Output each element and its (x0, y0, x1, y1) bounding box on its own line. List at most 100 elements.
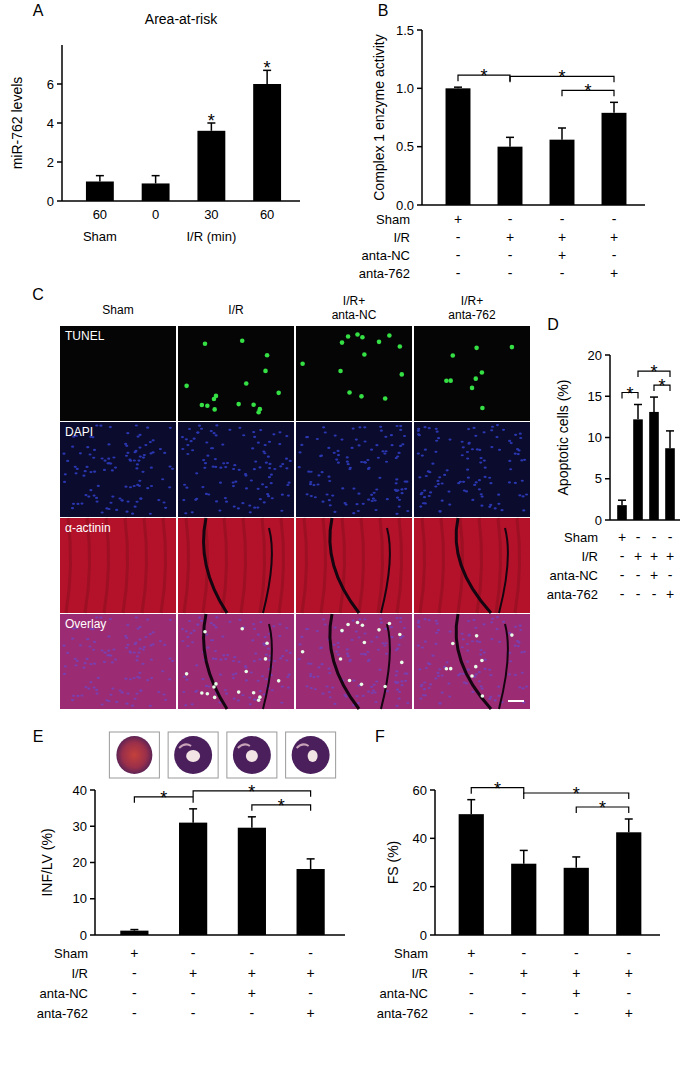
nucleus (459, 673, 462, 675)
nucleus (271, 689, 274, 691)
image-panel (60, 326, 530, 709)
heart-lumen (308, 750, 318, 762)
nucleus (370, 449, 373, 451)
nucleus (395, 705, 398, 707)
figure: AArea-at-riskmiR-762 levels02466003060Sh… (0, 0, 685, 1067)
nucleus (238, 469, 241, 471)
nucleus (306, 436, 309, 438)
nucleus (461, 441, 464, 443)
nucleus (129, 652, 132, 654)
condition-sign: + (307, 1005, 315, 1021)
nucleus (233, 697, 236, 699)
condition-sign: + (572, 965, 580, 981)
nucleus (312, 676, 315, 678)
nucleus (219, 659, 222, 661)
nucleus (251, 639, 254, 641)
significance-star: * (208, 111, 215, 131)
fiber (496, 518, 501, 613)
micrograph-bg (178, 326, 294, 421)
nucleus (215, 616, 218, 618)
nucleus (288, 482, 291, 484)
tunel-positive (237, 690, 241, 694)
nucleus (251, 447, 254, 449)
condition-sign: + (467, 945, 475, 961)
nucleus (233, 505, 236, 507)
nucleus (142, 648, 145, 650)
tunel-positive (347, 390, 352, 395)
nucleus (327, 668, 330, 670)
nucleus (508, 481, 511, 483)
nucleus (316, 483, 319, 485)
nucleus (210, 430, 213, 432)
nucleus (253, 436, 256, 438)
column-label: anta-NC (332, 308, 377, 322)
tunel-positive (363, 641, 367, 645)
nucleus (370, 641, 373, 643)
fiber (321, 518, 326, 613)
micrograph (178, 422, 294, 517)
nucleus (150, 485, 153, 487)
nucleus (134, 506, 137, 508)
nucleus (521, 672, 524, 674)
tunel-positive (212, 407, 217, 412)
nucleus (101, 457, 104, 459)
fiber (515, 518, 520, 613)
nucleus (447, 490, 450, 492)
nucleus (138, 447, 141, 449)
nucleus (138, 677, 141, 679)
nucleus (298, 451, 301, 453)
nucleus (518, 494, 521, 496)
scale-bar (319, 772, 331, 774)
heart-infarct (297, 744, 309, 748)
nucleus (395, 478, 398, 480)
nucleus (478, 680, 481, 682)
nucleus (254, 653, 257, 655)
bar (253, 84, 281, 201)
nucleus (221, 636, 224, 638)
nucleus (264, 636, 267, 638)
condition-sign: - (308, 985, 313, 1001)
nucleus (417, 620, 420, 622)
nucleus (314, 688, 317, 690)
nucleus (109, 502, 112, 504)
tunel-positive (264, 657, 268, 661)
nucleus (171, 468, 174, 470)
nucleus (490, 621, 493, 623)
nucleus (76, 660, 79, 662)
nucleus (111, 469, 114, 471)
nucleus (448, 504, 451, 506)
nucleus (137, 651, 140, 653)
nucleus (335, 650, 338, 652)
nucleus (112, 648, 115, 650)
nucleus (218, 509, 221, 511)
nucleus (266, 493, 269, 495)
nucleus (228, 621, 231, 623)
nucleus (333, 511, 336, 513)
error-bar (454, 87, 462, 88)
micrograph (60, 614, 176, 709)
tunel-positive (346, 623, 350, 627)
nucleus (136, 436, 139, 438)
nucleus (201, 678, 204, 680)
tunel-positive (445, 667, 449, 671)
nucleus (233, 656, 236, 658)
nucleus (498, 641, 501, 643)
nucleus (97, 677, 100, 679)
nucleus (495, 628, 498, 630)
condition-label: I/R (411, 966, 428, 981)
heart-lumen (186, 750, 200, 762)
nucleus (429, 491, 432, 493)
nucleus (186, 636, 189, 638)
nucleus (210, 639, 213, 641)
nucleus (443, 474, 446, 476)
bar (142, 183, 170, 201)
nucleus (252, 431, 255, 433)
nucleus (401, 635, 404, 637)
nucleus (161, 670, 164, 672)
nucleus (93, 663, 96, 665)
nucleus (143, 646, 146, 648)
nucleus (188, 428, 191, 430)
nucleus (200, 620, 203, 622)
nucleus (264, 444, 267, 446)
x-tick-label: 30 (204, 207, 218, 222)
